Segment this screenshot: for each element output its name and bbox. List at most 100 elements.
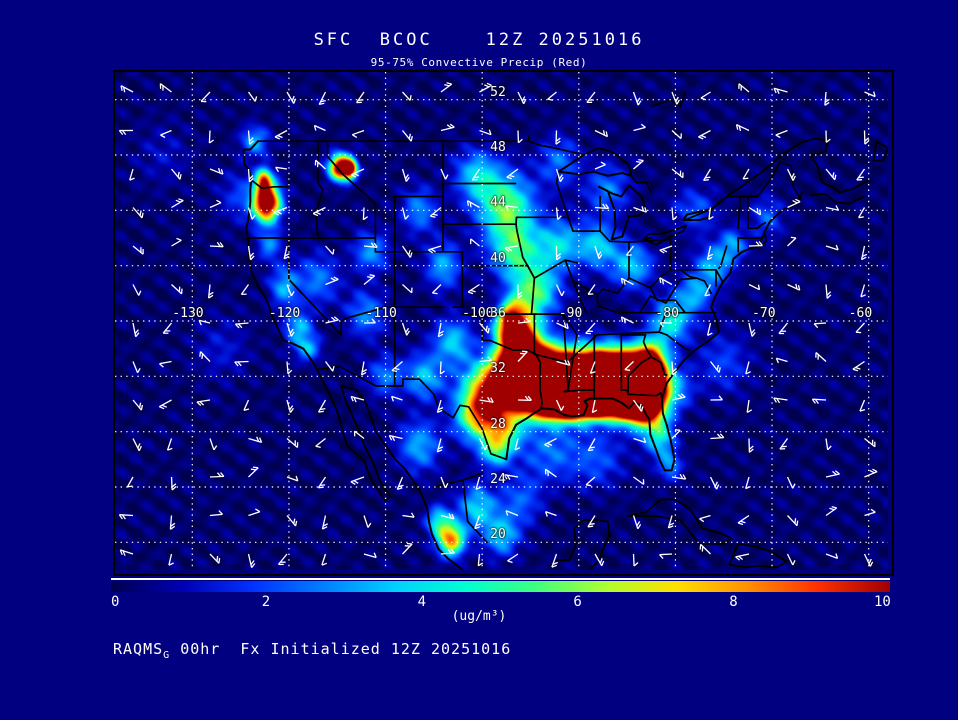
wind-barb (286, 438, 299, 448)
wind-barb (431, 284, 442, 295)
wind-barb (745, 361, 751, 375)
wind-barb (699, 543, 711, 555)
wind-barb (748, 206, 762, 216)
wind-barb (825, 553, 839, 560)
lat-label-20: 20 (490, 527, 506, 543)
colorbar (111, 578, 890, 592)
wind-barb (209, 438, 218, 451)
lat-label-24: 24 (490, 472, 506, 487)
colorbar-top-rule (111, 578, 890, 580)
wind-barb (312, 206, 326, 217)
wind-barb (313, 124, 326, 132)
wind-barb (401, 245, 413, 258)
wind-barb (859, 399, 866, 412)
wind-barb (544, 510, 557, 517)
wind-barb (659, 245, 673, 254)
wind-barb (825, 470, 840, 478)
wind-barb (118, 129, 133, 136)
wind-barb (209, 553, 221, 564)
wind-barb (318, 91, 327, 106)
wind-barb (587, 284, 596, 295)
wind-barb (429, 206, 442, 218)
wind-barb (470, 238, 480, 247)
wind-barb (555, 207, 562, 220)
wind-barb (787, 236, 797, 247)
wind-barb (504, 245, 519, 252)
wind-barb (737, 514, 750, 526)
wind-barb (815, 352, 827, 362)
wind-barb (544, 468, 557, 478)
colorbar-tick-0: 0 (111, 594, 120, 610)
wind-barb (858, 207, 866, 219)
wind-barb (742, 168, 750, 180)
lon-label-neg130: -130 (172, 306, 204, 321)
wind-barb (351, 129, 365, 138)
wind-barb (166, 438, 173, 451)
wind-barb (273, 206, 288, 216)
wind-barb (594, 161, 606, 170)
wind-barb (706, 322, 713, 336)
wind-barb (360, 361, 368, 376)
wind-barb (275, 166, 288, 173)
wind-barb (773, 397, 788, 404)
colorbar-tick-8: 8 (729, 594, 738, 610)
wind-barb (633, 123, 646, 132)
wind-barb (471, 168, 481, 181)
wind-barb (659, 277, 673, 286)
lat-label-36: 36 (490, 306, 506, 321)
wind-barb (555, 245, 562, 261)
wind-barb (286, 91, 297, 104)
wind-barb (170, 168, 182, 180)
wind-barb (503, 474, 519, 481)
wind-barb (321, 553, 328, 566)
wind-barb (659, 322, 673, 328)
wind-barb (248, 508, 261, 517)
wind-barb (286, 515, 298, 527)
page-title: SFC BCOC 12Z 20251016 (313, 30, 645, 50)
wind-barb (632, 91, 642, 106)
wind-barb (209, 199, 222, 209)
wind-barb (591, 399, 598, 414)
wind-barb (735, 124, 750, 132)
wind-barb (126, 476, 134, 488)
wind-barb (325, 316, 339, 324)
colorbar-unit-label: (ug/m³) (451, 609, 507, 624)
wind-barb (860, 284, 866, 298)
wind-barb (325, 245, 335, 255)
wind-barb (506, 168, 519, 180)
wind-barb (585, 322, 596, 335)
wind-barb (555, 168, 564, 183)
wind-barb (129, 168, 135, 181)
wind-barb (401, 322, 410, 336)
wind-barb (132, 284, 142, 296)
lon-label-neg110: -110 (365, 306, 397, 321)
wind-barb (709, 361, 721, 373)
model-name: RAQMS (113, 640, 164, 658)
wind-barb (860, 245, 868, 261)
wind-barb (436, 399, 444, 413)
wind-barb (132, 245, 144, 255)
lat-label-32: 32 (490, 361, 506, 377)
wind-barb (594, 129, 609, 138)
model-subscript: G (163, 650, 171, 661)
wind-barb (132, 322, 140, 338)
wind-barb (517, 284, 523, 299)
wind-barb (350, 168, 365, 178)
wind-barb (159, 360, 172, 368)
wind-barb (391, 361, 403, 373)
wind-barb (208, 130, 214, 144)
wind-barb (286, 284, 295, 297)
wind-barb (479, 322, 490, 334)
wind-barb (517, 130, 523, 144)
wind-barb (704, 284, 712, 297)
colorbar-tick-6: 6 (573, 594, 582, 610)
wind-barb (363, 318, 376, 324)
wind-barb (247, 91, 258, 102)
lat-label-44: 44 (490, 195, 506, 211)
wind-barb (773, 87, 788, 95)
wind-barb (517, 91, 527, 105)
wind-barb (632, 399, 644, 412)
wind-barb (475, 476, 482, 490)
wind-barb (864, 437, 876, 448)
